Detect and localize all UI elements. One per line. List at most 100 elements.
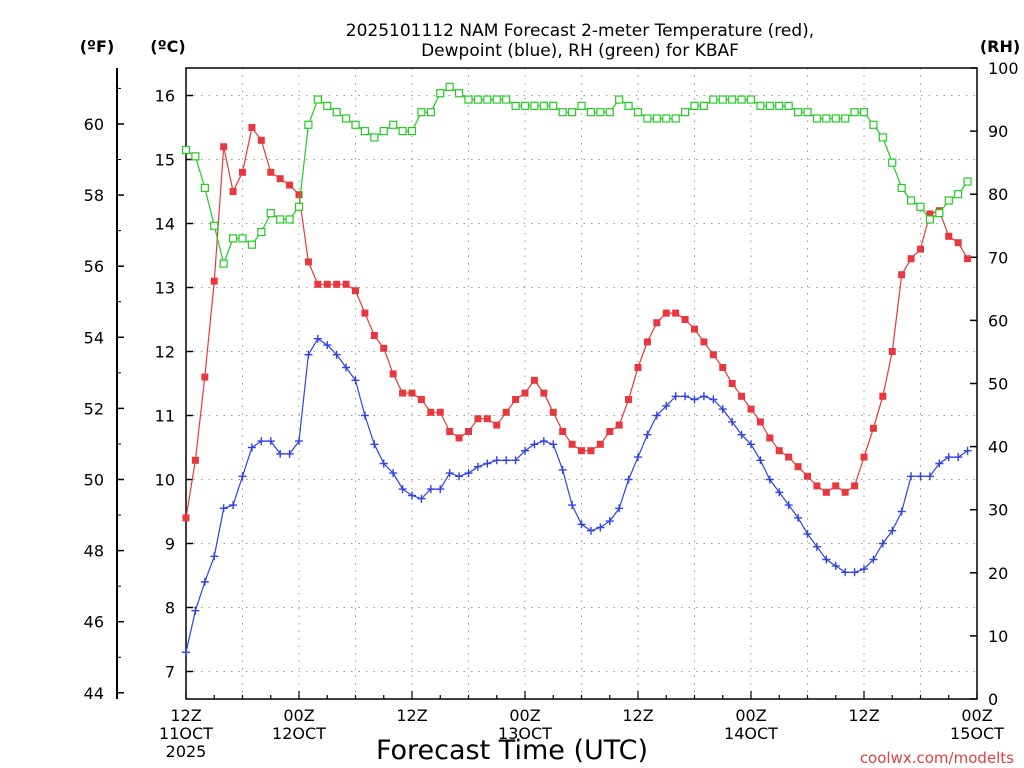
dewpoint-point [511,456,520,465]
celsius-axis: 7 8 9 10 11 12 13 14 15 16 [155,87,193,681]
rh-point [407,126,417,136]
dewpoint-point [426,485,435,494]
celsius-tick-label: 8 [165,598,175,617]
series-group [181,82,972,657]
time-tick-label: 00Z [509,706,540,725]
time-tick-label: 15OCT [950,724,1004,743]
rh-tick-label: 80 [988,185,1008,204]
dewpoint-point [210,552,219,561]
rh-tick-label: 40 [988,438,1008,457]
temperature-point [399,389,407,397]
fahrenheit-axis: 44 46 48 50 52 54 56 58 60 [84,87,124,703]
rh-tick-label: 70 [988,248,1008,267]
temperature-point [512,395,520,403]
fahrenheit-tick-label: 46 [84,613,104,632]
dewpoint-point [718,405,727,414]
temperature-point [681,316,689,324]
rh-point [728,95,737,104]
rh-point [746,95,756,104]
rh-point [822,114,831,123]
rh-point [219,259,228,268]
dewpoint-point [549,440,558,449]
dewpoint-point [530,440,539,449]
rh-tick-label: 10 [988,627,1008,646]
rh-unit-label: (RH) [980,37,1020,56]
temperature-point [389,370,397,378]
temperature-point [691,325,698,333]
rh-point [793,108,803,117]
dewpoint-point [257,437,266,446]
rh-point [323,101,332,110]
fahrenheit-unit-label: (ºF) [80,37,115,56]
temperature-point [295,191,303,199]
rh-point [859,108,869,117]
dewpoint-point [803,529,812,538]
temperature-point [945,232,953,240]
temperature-point [182,514,190,522]
dewpoint-point [784,501,793,510]
temperature-point [898,271,906,279]
dewpoint-point [455,472,464,481]
time-tick-label: 12Z [396,706,427,725]
rh-tick-label: 60 [988,311,1008,330]
rh-point [756,101,765,110]
rh-point [511,101,520,110]
rh-point [897,183,906,192]
celsius-unit-label: (ºC) [150,37,185,56]
rh-point [426,108,435,117]
temperature-point [672,309,680,317]
dewpoint-point [539,437,548,446]
temperature-point [596,440,604,448]
dewpoint-point [360,411,369,420]
rh-point [238,234,247,243]
rh-point [520,101,530,110]
rh-point [737,95,746,104]
rh-point [784,101,793,110]
dewpoint-point [276,449,285,458]
rh-point [652,114,661,123]
dewpoint-point [737,430,746,439]
temperature-point [568,440,576,448]
dewpoint-point [765,475,774,484]
rh-point [775,101,784,110]
rh-point [332,108,341,117]
dewpoint-point [831,561,840,570]
rh-point [577,101,586,110]
rh-point [266,209,275,218]
dewpoint-point [897,507,906,516]
rh-point [925,215,935,224]
time-tick-label: 12OCT [272,724,326,743]
dewpoint-point [492,456,501,465]
rh-point [313,95,322,104]
temperature-point [625,395,633,403]
temperature-point [352,287,359,295]
dewpoint-point [690,395,699,404]
temperature-point [907,255,915,263]
dewpoint-point [747,440,755,449]
temperature-point [888,348,896,356]
celsius-tick-label: 9 [165,534,175,553]
dewpoint-series [182,334,972,657]
dewpoint-point [200,577,209,586]
temperature-point [493,421,501,429]
dewpoint-point [699,392,708,401]
temperature-point [643,338,651,346]
rh-point [803,108,812,117]
dewpoint-point [191,606,200,615]
dewpoint-point [558,465,567,474]
temperature-point [954,239,962,247]
rh-point [963,177,972,186]
rh-point [257,227,266,237]
chart-title-line2: Dewpoint (blue), RH (green) for KBAF [421,41,739,61]
celsius-tick-label: 16 [155,87,175,106]
dewpoint-point [219,504,228,513]
dewpoint-point [850,568,859,577]
fahrenheit-tick-label: 48 [84,542,104,561]
rh-point [643,114,652,123]
dewpoint-point [756,456,765,465]
rh-point [812,114,822,123]
dewpoint-point [351,376,360,385]
temperature-point [248,124,256,132]
rh-tick-label: 20 [988,564,1008,583]
temperature-point [483,415,491,423]
